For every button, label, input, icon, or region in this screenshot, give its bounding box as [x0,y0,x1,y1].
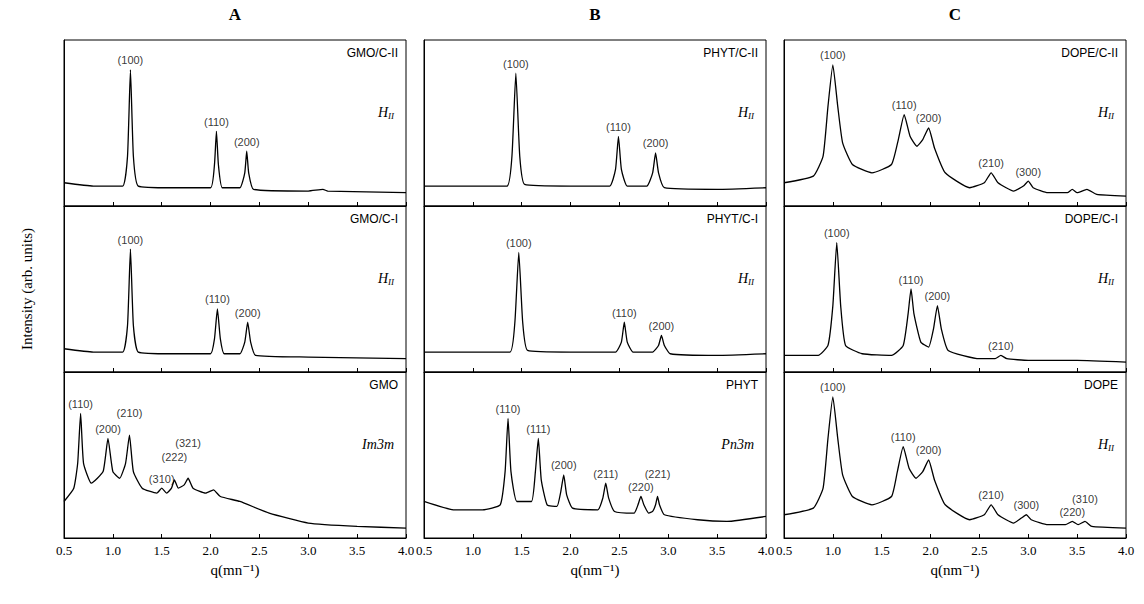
svg-text:(100): (100) [824,227,850,239]
svg-text:(110): (110) [891,431,916,443]
svg-text:(310): (310) [149,473,175,485]
svg-text:H: H [1097,271,1109,286]
svg-text:0.5: 0.5 [56,543,72,558]
svg-text:(321): (321) [175,437,201,449]
svg-text:(200): (200) [235,307,261,319]
svg-text:(200): (200) [925,290,951,302]
svg-text:3.5: 3.5 [349,543,365,558]
svg-text:q(nm⁻¹): q(nm⁻¹) [570,562,619,579]
svg-text:PHYT/C-II: PHYT/C-II [703,46,758,60]
svg-text:Intensity (arb. units): Intensity (arb. units) [19,228,36,350]
svg-text:(310): (310) [1072,493,1098,505]
svg-text:(220): (220) [628,481,654,493]
svg-text:(200): (200) [234,136,260,148]
svg-text:(210): (210) [978,489,1004,501]
svg-text:DOPE/C-I: DOPE/C-I [1065,212,1118,226]
svg-text:(110): (110) [899,274,924,286]
svg-text:(221): (221) [645,468,671,480]
svg-text:(100): (100) [118,54,144,66]
svg-text:H: H [737,271,749,286]
svg-text:2.5: 2.5 [611,543,627,558]
svg-text:(110): (110) [204,116,229,128]
svg-text:3.0: 3.0 [300,543,316,558]
svg-text:DOPE/C-II: DOPE/C-II [1061,46,1118,60]
svg-text:(220): (220) [1059,506,1085,518]
svg-text:(200): (200) [916,112,942,124]
svg-text:(210): (210) [978,157,1004,169]
svg-text:3.5: 3.5 [1069,543,1085,558]
svg-text:II: II [387,277,395,287]
svg-text:(110): (110) [496,403,521,415]
svg-text:(111): (111) [526,423,550,435]
svg-text:3.0: 3.0 [1020,543,1036,558]
svg-text:4.0: 4.0 [398,543,414,558]
svg-text:1.0: 1.0 [825,543,841,558]
svg-text:H: H [1097,437,1109,452]
svg-text:1.0: 1.0 [465,543,481,558]
svg-text:(300): (300) [1013,499,1039,511]
svg-text:1.0: 1.0 [105,543,121,558]
svg-text:0.5: 0.5 [416,543,432,558]
svg-text:3.5: 3.5 [709,543,725,558]
svg-text:PHYT: PHYT [726,378,759,392]
svg-text:4.0: 4.0 [1118,543,1134,558]
svg-text:(100): (100) [503,58,529,70]
svg-text:II: II [387,111,395,121]
svg-text:(200): (200) [551,459,577,471]
svg-text:1.5: 1.5 [874,543,890,558]
svg-text:(300): (300) [1015,166,1041,178]
svg-text:GMO/C-II: GMO/C-II [347,46,398,60]
svg-text:II: II [747,277,755,287]
svg-text:0.5: 0.5 [776,543,792,558]
svg-text:Pn3m: Pn3m [720,437,754,452]
svg-text:GMO/C-I: GMO/C-I [350,212,398,226]
svg-text:(200): (200) [643,137,669,149]
svg-text:(200): (200) [916,444,942,456]
svg-text:3.0: 3.0 [660,543,676,558]
svg-text:(110): (110) [68,398,93,410]
svg-text:(100): (100) [820,49,846,61]
svg-text:4.0: 4.0 [758,543,774,558]
svg-text:(110): (110) [892,99,917,111]
svg-text:DOPE: DOPE [1084,378,1118,392]
svg-text:(210): (210) [988,340,1014,352]
svg-text:(110): (110) [205,293,230,305]
svg-text:II: II [1107,443,1115,453]
svg-text:Im3m: Im3m [361,437,394,452]
svg-text:H: H [377,105,389,120]
svg-text:H: H [737,105,749,120]
svg-text:2.5: 2.5 [971,543,987,558]
svg-text:II: II [1107,277,1115,287]
svg-text:PHYT/C-I: PHYT/C-I [707,212,758,226]
svg-text:H: H [377,271,389,286]
svg-text:(210): (210) [117,407,143,419]
svg-text:(200): (200) [649,320,675,332]
svg-text:C: C [949,5,961,24]
svg-text:II: II [747,111,755,121]
svg-text:(100): (100) [506,237,532,249]
svg-text:1.5: 1.5 [154,543,170,558]
svg-text:2.0: 2.0 [562,543,578,558]
svg-text:A: A [229,5,242,24]
svg-text:(211): (211) [593,468,618,480]
svg-text:H: H [1097,105,1109,120]
svg-text:(110): (110) [606,121,631,133]
svg-text:II: II [1107,111,1115,121]
svg-text:q(mn⁻¹): q(mn⁻¹) [210,562,259,579]
svg-text:(100): (100) [820,381,846,393]
svg-text:(200): (200) [95,423,121,435]
svg-text:2.0: 2.0 [202,543,218,558]
svg-text:1.5: 1.5 [514,543,530,558]
svg-text:2.5: 2.5 [251,543,267,558]
svg-text:(100): (100) [118,234,144,246]
svg-text:GMO: GMO [369,378,398,392]
svg-text:B: B [589,5,600,24]
svg-text:q(nm⁻¹): q(nm⁻¹) [930,562,979,579]
svg-text:2.0: 2.0 [922,543,938,558]
svg-text:(222): (222) [162,451,188,463]
svg-text:(110): (110) [612,307,637,319]
